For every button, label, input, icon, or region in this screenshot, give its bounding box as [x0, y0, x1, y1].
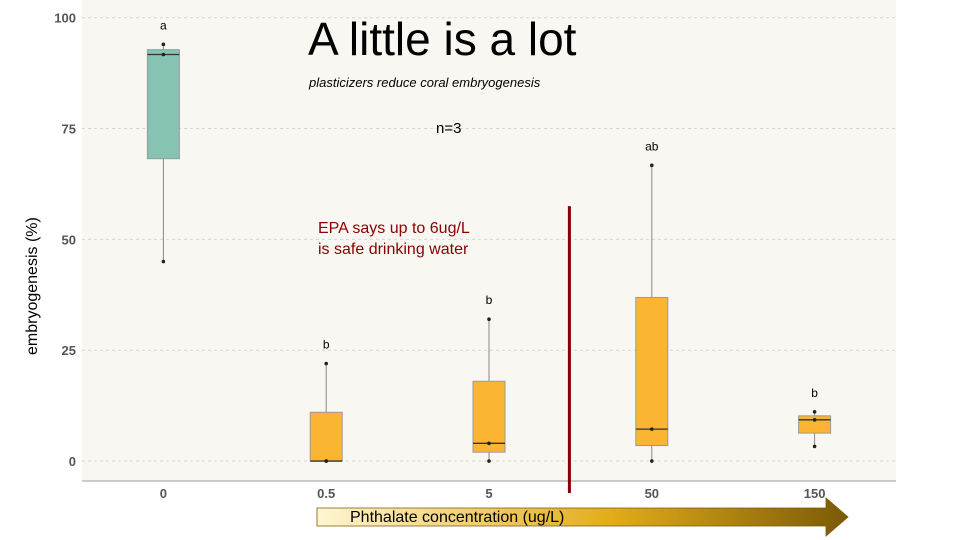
y-axis-label: embryogenesis (%)	[24, 217, 41, 355]
chart-subtitle: plasticizers reduce coral embryogenesis	[309, 75, 541, 90]
significance-letter: b	[486, 293, 493, 307]
significance-letter: a	[160, 18, 167, 32]
significance-letter: b	[811, 386, 818, 400]
x-tick-label: 5	[485, 486, 492, 501]
data-point	[812, 444, 817, 449]
data-point	[161, 42, 166, 47]
significance-letter: b	[323, 338, 330, 352]
data-point	[487, 459, 491, 463]
sample-size-label: n=3	[436, 120, 462, 137]
epa-annotation: EPA says up to 6ug/L is safe drinking wa…	[318, 218, 470, 260]
data-point	[650, 459, 654, 463]
data-point	[324, 459, 329, 463]
y-tick-label: 50	[62, 232, 76, 247]
data-point	[487, 441, 491, 446]
x-axis-arrow	[316, 497, 849, 537]
data-point	[812, 418, 817, 422]
significance-letter: ab	[645, 139, 659, 153]
y-tick-label: 75	[62, 122, 76, 137]
x-axis-label: Phthalate concentration (ug/L)	[350, 509, 565, 526]
y-tick-label: 100	[54, 11, 76, 26]
data-point	[812, 410, 817, 414]
x-tick-label: 0	[160, 486, 167, 501]
y-tick-label: 25	[62, 343, 76, 358]
box-50	[635, 296, 669, 447]
x-tick-label: 0.5	[317, 486, 335, 501]
data-point	[487, 317, 491, 321]
epa-annotation-line2: is safe drinking water	[318, 241, 469, 258]
x-tick-label: 50	[645, 486, 659, 501]
data-point	[161, 259, 166, 264]
data-point	[161, 52, 166, 57]
data-point	[650, 163, 654, 168]
y-tick-label: 0	[69, 454, 76, 469]
box-5	[472, 380, 506, 453]
chart-title: A little is a lot	[308, 13, 577, 65]
data-point	[650, 427, 654, 431]
x-tick-label: 150	[804, 486, 826, 501]
box-0.5	[309, 411, 343, 462]
box-0	[146, 49, 180, 160]
data-point	[324, 361, 329, 366]
epa-annotation-line1: EPA says up to 6ug/L	[318, 220, 470, 237]
